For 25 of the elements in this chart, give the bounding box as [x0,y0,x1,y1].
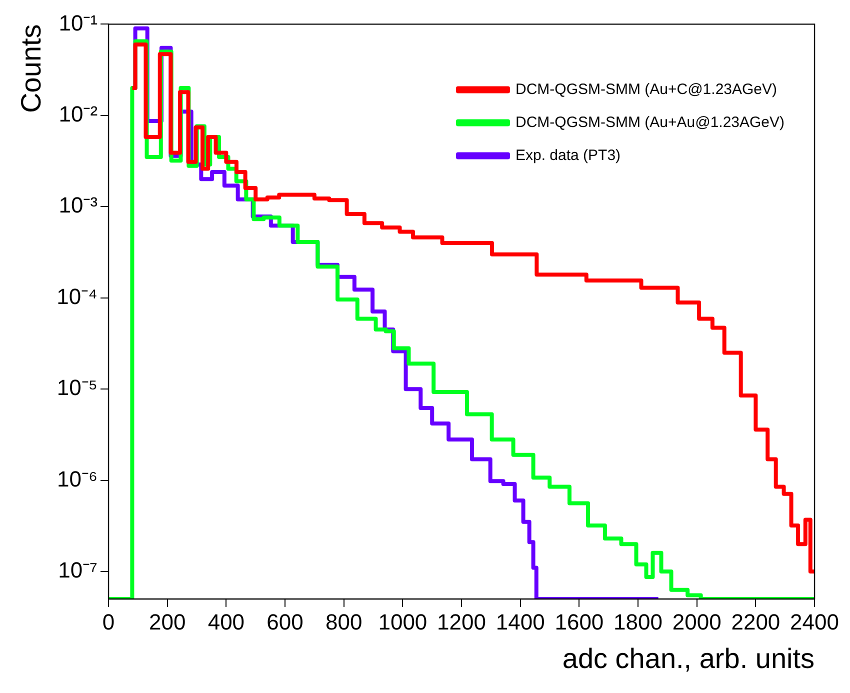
x-tick-label: 2000 [672,609,722,634]
y-tick-label: 10⁻⁴ [56,284,98,309]
y-tick-label: 10⁻⁷ [58,558,98,583]
legend-label: DCM-QGSM-SMM (Au+Au@1.23AGeV) [515,114,785,131]
x-tick-label: 400 [208,609,245,634]
x-tick-label: 2200 [731,609,780,634]
x-tick-label: 1200 [437,609,486,634]
legend-label: DCM-QGSM-SMM (Au+C@1.23AGeV) [515,80,778,98]
x-tick-label: 1400 [496,609,545,634]
x-axis-title: adc chan., arb. units [562,642,815,674]
y-tick-label: 10⁻² [58,101,98,126]
y-tick-label: 10⁻⁵ [56,375,98,400]
x-tick-label: 200 [149,609,186,634]
x-tick-label: 1600 [554,609,604,634]
x-tick-label: 1000 [378,609,428,634]
y-tick-label: 10⁻³ [58,192,98,218]
x-tick-label: 0 [102,609,115,634]
legend-label: Exp. data (PT3) [515,146,621,164]
y-tick-label: 10⁻¹ [58,10,98,36]
y-axis-title: Counts [16,24,47,113]
x-tick-label: 2400 [790,609,840,634]
x-tick-label: 600 [266,609,304,634]
x-tick-label: 800 [326,609,362,634]
x-tick-label: 1800 [614,609,663,634]
y-tick-label: 10⁻⁶ [56,466,98,492]
